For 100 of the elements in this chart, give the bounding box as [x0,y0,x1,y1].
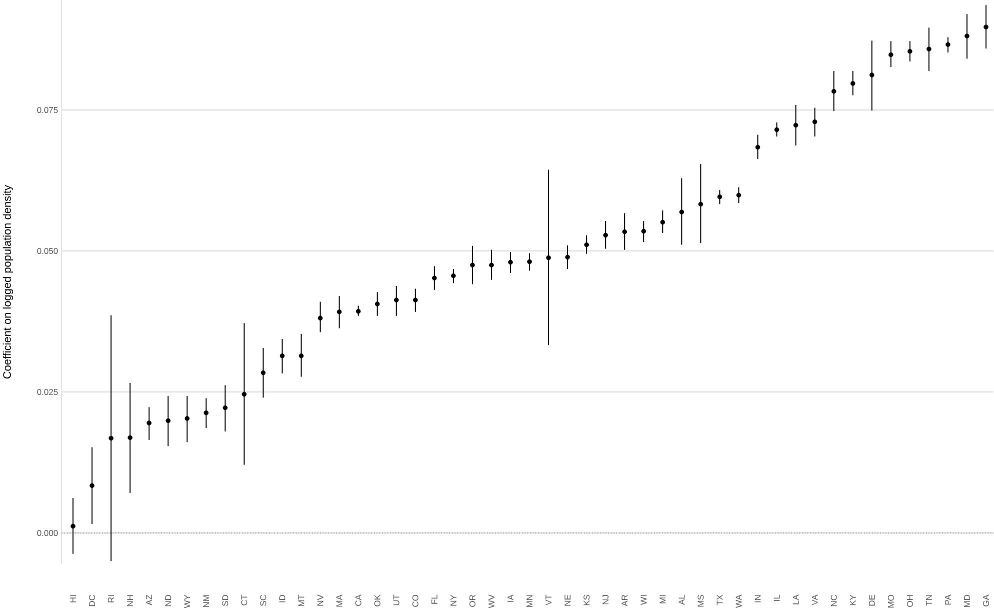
point [774,127,780,132]
x-tick-label: CA [355,594,362,606]
y-tick-label: 0.050 [37,248,58,254]
y-tick-label: 0.025 [37,388,58,395]
point [432,276,437,280]
point [755,144,760,150]
y-axis-title: Coefficient on logged population density [2,184,14,379]
x-tick-label: MD [964,594,970,608]
point [356,308,361,314]
x-tick-label: MI [660,595,666,604]
x-tick-label: WA [736,594,742,608]
x-tick-label: DE [868,594,875,606]
x-tick-label: KY [850,594,856,606]
point [394,298,399,302]
x-tick-label: HI [70,595,76,602]
y-tick-label: 0.075 [37,106,58,113]
x-tick-label: TX [716,594,723,606]
point [622,229,628,234]
point [280,353,285,358]
x-tick-label: VA [812,594,818,606]
x-tick-label: UT [393,594,400,606]
x-tick-label: NH [127,595,133,606]
x-tick-label: GA [983,594,989,606]
x-tick-label: WV [488,594,494,608]
x-tick-label: NV [317,594,324,606]
x-tick-label: CO [412,594,418,607]
point [888,52,894,58]
x-tick-label: OK [374,594,380,606]
y-tick-label: 0.000 [37,530,58,536]
x-tick-label: NC [830,594,837,606]
point [90,483,94,488]
point [204,410,209,416]
x-tick-label: MO [888,594,894,608]
x-tick-label: AL [678,594,685,605]
x-tick-label: VT [546,594,552,606]
x-tick-label: NM [203,595,210,608]
x-tick-label: AZ [146,594,152,606]
x-tick-label: PA [945,594,951,604]
point [242,392,247,397]
point [584,242,589,248]
point [793,122,798,128]
point [869,72,874,78]
point [318,316,323,320]
point [298,353,304,358]
point [546,255,551,260]
x-tick-label: OH [906,595,913,607]
point [166,418,171,424]
point [70,524,76,529]
x-tick-label: RI [108,595,114,602]
point [964,34,970,38]
x-tick-label: TN [926,595,932,606]
point [184,416,190,421]
x-tick-label: MA [336,594,342,607]
x-tick-label: NE [564,594,570,606]
x-tick-label: AR [622,594,628,606]
point [451,273,456,278]
point [698,202,704,207]
point [260,370,266,376]
x-tick-label: MS [698,594,704,607]
x-tick-label: ND [165,594,172,606]
point [489,262,494,268]
point [660,220,666,225]
point [412,298,418,302]
x-tick-label: NY [450,594,456,606]
point [603,232,608,238]
x-tick-label: NJ [602,595,609,604]
point [146,420,152,426]
x-tick-label: FL [431,594,438,604]
point [336,309,342,314]
point [984,24,988,30]
point [850,81,856,86]
point [812,119,818,124]
x-tick-label: DC [89,594,96,606]
point [908,48,912,54]
point [679,210,684,214]
point [736,192,742,198]
point [565,254,570,260]
point [128,435,132,440]
point [831,88,836,94]
x-tick-label: MT [298,594,304,606]
x-tick-label: SD [222,594,228,606]
x-tick-label: MN [526,595,532,608]
x-tick-label: IA [508,594,514,602]
point [374,302,380,306]
point [222,405,228,410]
point [717,194,722,200]
point [470,262,475,268]
x-tick-label: IN [754,595,761,602]
point [946,42,950,47]
x-tick-label: LA [792,594,799,604]
x-tick-label: ID [279,594,286,602]
x-tick-label: WI [640,595,647,605]
point [926,46,932,52]
point [641,228,646,234]
x-tick-label: IL [774,594,780,601]
x-tick-label: OR [469,594,476,607]
x-tick-label: CT [241,594,248,606]
x-tick-label: KS [584,594,590,606]
x-tick-label: SC [260,594,266,606]
point [527,259,532,264]
